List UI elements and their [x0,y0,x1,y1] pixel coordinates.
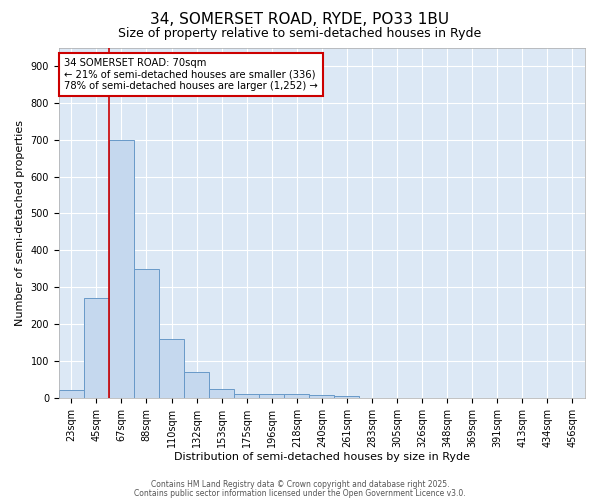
Bar [134,269,159,398]
Bar [234,394,259,398]
Bar [59,390,84,398]
Bar [259,394,284,398]
Bar [84,298,109,398]
Text: Contains public sector information licensed under the Open Government Licence v3: Contains public sector information licen… [134,488,466,498]
Bar [310,395,334,398]
Text: Contains HM Land Registry data © Crown copyright and database right 2025.: Contains HM Land Registry data © Crown c… [151,480,449,489]
Y-axis label: Number of semi-detached properties: Number of semi-detached properties [15,120,25,326]
Bar [284,394,310,398]
Bar [109,140,134,398]
Bar [184,372,209,398]
Text: 34 SOMERSET ROAD: 70sqm
← 21% of semi-detached houses are smaller (336)
78% of s: 34 SOMERSET ROAD: 70sqm ← 21% of semi-de… [64,58,318,91]
Bar [209,388,234,398]
Text: Size of property relative to semi-detached houses in Ryde: Size of property relative to semi-detach… [118,28,482,40]
X-axis label: Distribution of semi-detached houses by size in Ryde: Distribution of semi-detached houses by … [174,452,470,462]
Text: 34, SOMERSET ROAD, RYDE, PO33 1BU: 34, SOMERSET ROAD, RYDE, PO33 1BU [151,12,449,28]
Bar [159,339,184,398]
Bar [334,396,359,398]
